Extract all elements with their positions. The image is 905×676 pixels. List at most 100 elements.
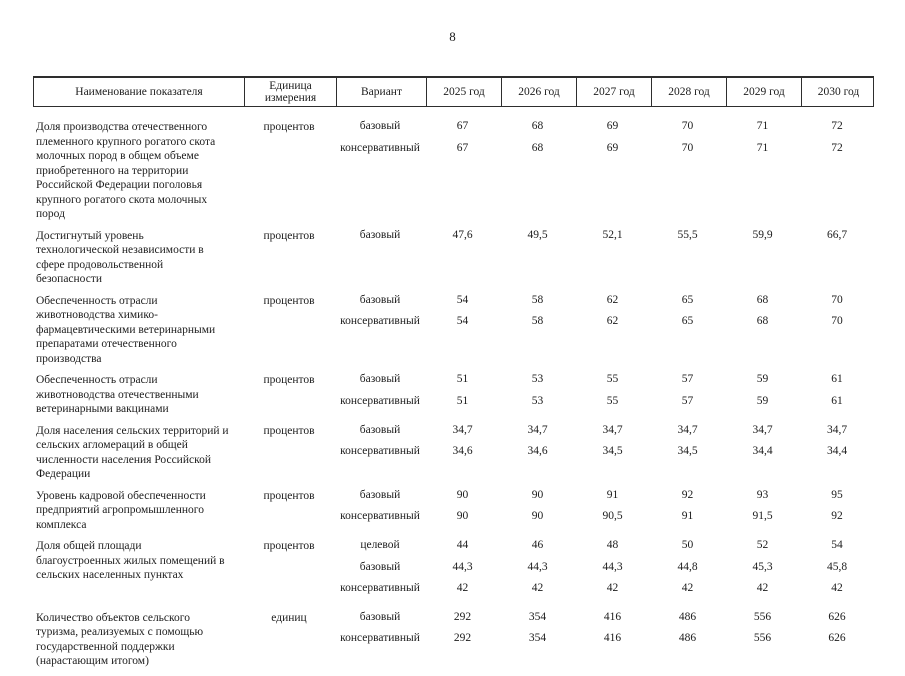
year-value: 45,8 xyxy=(826,560,848,573)
year-value: 50 xyxy=(681,539,694,551)
col-header-indicator: Наименование показателя xyxy=(75,85,203,98)
table-row: Обеспеченность отрасли животноводства от… xyxy=(33,373,874,417)
year-value: 42 xyxy=(681,582,694,594)
variant-row: базовый 47,6 49,5 52,1 55,5 59,9 66,7 xyxy=(335,229,874,251)
col-header-unit: Единица измерения xyxy=(244,78,336,106)
indicator-name: Обеспеченность отрасли животноводства хи… xyxy=(36,294,216,365)
col-header-year-2025: 2025 год xyxy=(426,78,501,106)
variant-row: консервативный 54 58 62 65 68 70 xyxy=(335,315,874,337)
variant-label: консервативный xyxy=(340,582,420,594)
year-value: 72 xyxy=(831,120,843,132)
year-value: 67 xyxy=(456,120,469,132)
year-value: 57 xyxy=(681,394,694,407)
variant-label: базовый xyxy=(359,228,401,241)
year-value: 34,5 xyxy=(677,445,698,457)
year-value: 55,5 xyxy=(677,228,698,241)
variant-label: базовый xyxy=(359,373,401,385)
table-row: Уровень кадровой обеспеченности предприя… xyxy=(33,489,874,533)
variant-label: базовый xyxy=(359,293,401,306)
variant-label: консервативный xyxy=(340,315,420,327)
year-value: 42 xyxy=(606,582,619,594)
year-value: 34,4 xyxy=(826,445,848,457)
year-value: 416 xyxy=(603,610,622,623)
variant-row: базовый 54 58 62 65 68 70 xyxy=(335,294,874,316)
year-value: 62 xyxy=(606,293,619,306)
year-value: 44,8 xyxy=(677,560,698,573)
table-row: Доля общей площади благоустроенных жилых… xyxy=(33,539,874,604)
year-value: 70 xyxy=(831,315,843,327)
year-value: 67 xyxy=(456,141,469,154)
indicator-name: Доля производства отечественного племенн… xyxy=(36,121,216,220)
year-value: 44,3 xyxy=(602,560,623,573)
table-body: Доля производства отечественного племенн… xyxy=(33,120,874,669)
year-value: 72 xyxy=(831,141,843,154)
year-value: 61 xyxy=(831,373,843,385)
unit-label: процентов xyxy=(263,294,315,307)
year-value: 44,3 xyxy=(452,560,473,573)
year-value: 90 xyxy=(531,488,544,501)
year-value: 55 xyxy=(606,394,619,407)
indicator-name: Доля общей площади благоустроенных жилых… xyxy=(36,540,225,581)
table-header-row: Наименование показателя Единица измерени… xyxy=(33,76,874,107)
year-value: 49,5 xyxy=(527,228,548,241)
variant-label: целевой xyxy=(360,539,400,551)
year-value: 486 xyxy=(678,632,697,644)
variant-row: базовый 292 354 416 486 556 626 xyxy=(335,611,874,633)
year-value: 46 xyxy=(531,539,544,551)
year-value: 416 xyxy=(603,632,622,644)
year-value: 68 xyxy=(756,293,769,306)
year-value: 48 xyxy=(606,539,619,551)
year-value: 59 xyxy=(756,373,769,385)
table-row: Доля населения сельских территорий и сел… xyxy=(33,424,874,482)
indicator-name: Доля населения сельских территорий и сел… xyxy=(36,424,229,481)
variant-label: базовый xyxy=(359,488,401,501)
year-value: 90 xyxy=(456,510,469,522)
year-value: 34,5 xyxy=(602,445,623,457)
year-value: 65 xyxy=(681,293,694,306)
year-value: 91,5 xyxy=(752,510,773,522)
year-value: 58 xyxy=(531,315,544,327)
year-value: 70 xyxy=(831,293,843,306)
year-value: 52 xyxy=(756,539,769,551)
year-value: 34,7 xyxy=(602,423,623,436)
year-value: 44,3 xyxy=(527,560,548,573)
variant-label: базовый xyxy=(359,423,401,436)
variant-row: консервативный 51 53 55 57 59 61 xyxy=(335,395,874,417)
year-value: 90 xyxy=(456,488,469,501)
year-value: 34,7 xyxy=(752,423,773,436)
year-value: 69 xyxy=(606,120,619,132)
variant-rows: базовый 54 58 62 65 68 70 консервативный 54 58 62 6… xyxy=(335,294,874,367)
unit-label: процентов xyxy=(263,489,315,502)
year-value: 62 xyxy=(606,315,619,327)
year-value: 626 xyxy=(828,632,846,644)
variant-rows: базовый 51 53 55 57 59 61 консервативный 51 53 55 5… xyxy=(335,373,874,417)
year-value: 92 xyxy=(831,510,843,522)
variant-rows: базовый 67 68 69 70 71 72 консервативный 67 68 69 7… xyxy=(335,120,874,222)
col-header-year-2026: 2026 год xyxy=(501,78,576,106)
year-value: 292 xyxy=(453,632,472,644)
table-row: Доля производства отечественного племенн… xyxy=(33,120,874,222)
year-value: 34,4 xyxy=(752,445,773,457)
year-value: 42 xyxy=(456,582,469,594)
year-value: 70 xyxy=(681,120,694,132)
variant-rows: базовый 47,6 49,5 52,1 55,5 59,9 66,7 xyxy=(335,229,874,287)
year-value: 66,7 xyxy=(826,228,848,241)
variant-row: базовый 51 53 55 57 59 61 xyxy=(335,373,874,395)
year-value: 34,7 xyxy=(677,423,698,436)
variant-row: консервативный 42 42 42 42 42 42 xyxy=(335,582,874,604)
year-value: 61 xyxy=(831,394,843,407)
variant-row: консервативный 67 68 69 70 71 72 xyxy=(335,142,874,164)
indicators-table: Наименование показателя Единица измерени… xyxy=(33,76,874,676)
col-header-variant: Вариант xyxy=(336,78,426,106)
year-value: 44 xyxy=(456,539,469,551)
table-row: Обеспеченность отрасли животноводства хи… xyxy=(33,294,874,367)
year-value: 90 xyxy=(531,510,544,522)
year-value: 34,6 xyxy=(452,445,473,457)
year-value: 556 xyxy=(753,610,772,623)
page-number: 8 xyxy=(449,29,456,44)
year-value: 70 xyxy=(681,141,694,154)
unit-label: процентов xyxy=(263,540,315,552)
indicator-name: Обеспеченность отрасли животноводства от… xyxy=(36,374,199,415)
variant-rows: целевой 44 46 48 50 52 54 базовый 44,3 44,3 44,3 44… xyxy=(335,539,874,604)
year-value: 68 xyxy=(531,120,544,132)
